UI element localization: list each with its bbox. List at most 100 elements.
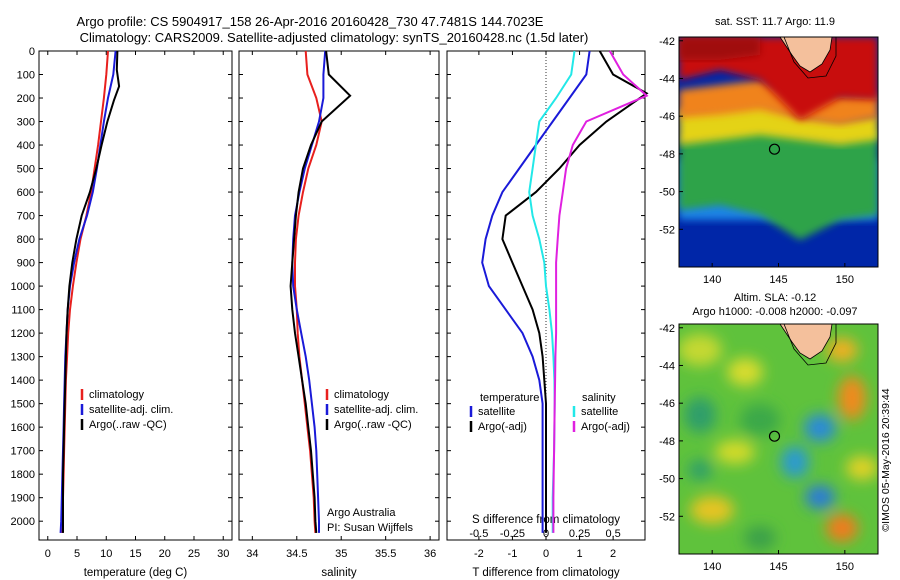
sst-map: sat. SST: 11.7 Argo: 11.9 140 145 150 -42 -4… xyxy=(659,16,879,286)
s-tick-label: 0 xyxy=(543,528,549,540)
map-x-tick-label: 150 xyxy=(836,561,854,573)
header-line-2: Climatology: CARS2009. Satellite-adjuste… xyxy=(80,30,589,45)
depth-tick-label: 400 xyxy=(17,140,35,152)
map-y-tick-label: -48 xyxy=(659,436,675,448)
legend-entry: satellite-adj. clim. xyxy=(89,404,173,416)
sal-series-line xyxy=(289,50,352,533)
depth-tick-label: 1500 xyxy=(11,399,35,411)
depth-tick-label: 1600 xyxy=(11,422,35,434)
sal-panel: 34 34.5 35 35.5 36 salinity climatology satelli… xyxy=(238,50,440,579)
depth-tick-label: 1700 xyxy=(11,446,35,458)
diff-x-tick-label: -2 xyxy=(474,548,484,560)
legend-entry: satellite xyxy=(581,406,618,418)
diff-series-line xyxy=(552,50,649,533)
sal-x-tick-label: 34.5 xyxy=(286,548,307,560)
temp-x-tick-label: 30 xyxy=(217,548,229,560)
header-line-1: Argo profile: CS 5904917_158 26-Apr-2016… xyxy=(77,14,544,29)
map-x-tick-label: 145 xyxy=(769,561,787,573)
temp-series-line xyxy=(62,50,121,533)
depth-tick-label: 1300 xyxy=(11,352,35,364)
depth-tick-label: 800 xyxy=(17,234,35,246)
temp-x-tick-label: 25 xyxy=(188,548,200,560)
legend-entry: satellite xyxy=(478,406,515,418)
sal-x-tick-label: 35.5 xyxy=(375,548,396,560)
map-y-tick-label: -48 xyxy=(659,149,675,161)
sla-map-title: Altim. SLA: -0.12 xyxy=(734,292,817,304)
s-tick-label: 0.25 xyxy=(569,528,590,540)
depth-tick-label: 1800 xyxy=(11,469,35,481)
depth-tick-label: 200 xyxy=(17,93,35,105)
map-x-tick-label: 145 xyxy=(769,274,787,286)
map-y-tick-label: -52 xyxy=(659,224,675,236)
sla-map-argo-marker xyxy=(768,430,781,442)
sal-x-tick-label: 35 xyxy=(335,548,347,560)
map-y-tick-label: -44 xyxy=(659,360,675,372)
map-y-tick-label: -46 xyxy=(659,398,675,410)
temp-x-tick-label: 10 xyxy=(100,548,112,560)
s-tick-label: -0.25 xyxy=(500,528,525,540)
map-x-tick-label: 140 xyxy=(703,274,721,286)
map-x-tick-label: 140 xyxy=(703,561,721,573)
temp-x-axis-label: temperature (deg C) xyxy=(84,567,188,579)
sal-x-tick-label: 36 xyxy=(424,548,436,560)
annotation-text: PI: Susan Wijffels xyxy=(327,522,413,534)
diff-x-axis-label: T difference from climatology xyxy=(472,567,619,579)
s-tick-label: -0.5 xyxy=(469,528,488,540)
sla-map-subtitle: Argo h1000: -0.008 h2000: -0.097 xyxy=(692,306,857,318)
map-y-tick-label: -50 xyxy=(659,474,675,486)
depth-tick-label: 600 xyxy=(17,187,35,199)
depth-tick-label: 500 xyxy=(17,164,35,176)
temp-panel: 0100200300400500600700800900100011001200… xyxy=(11,46,233,579)
sla-map: Altim. SLA: -0.12 Argo h1000: -0.008 h20… xyxy=(659,292,879,573)
legend-entry: Argo(..raw -QC) xyxy=(89,419,167,431)
depth-tick-label: 1400 xyxy=(11,375,35,387)
map-x-tick-label: 150 xyxy=(836,274,854,286)
diff-x-tick-label: -1 xyxy=(508,548,518,560)
diff-x-tick-label: 2 xyxy=(610,548,616,560)
diff-x-tick-label: 0 xyxy=(543,548,549,560)
depth-tick-label: 1200 xyxy=(11,328,35,340)
temp-x-tick-label: 0 xyxy=(45,548,51,560)
sst-map-argo-marker xyxy=(768,143,781,155)
map-y-tick-label: -52 xyxy=(659,511,675,523)
sla-map-axes: 140 145 150 -42 -44 -46 -48 -50 -52 xyxy=(659,323,854,573)
depth-tick-label: 2000 xyxy=(11,516,35,528)
map-y-tick-label: -44 xyxy=(659,73,675,85)
s-tick-label: 0.5 xyxy=(605,528,620,540)
diff-series-line xyxy=(501,50,649,533)
temp-x-tick-label: 20 xyxy=(159,548,171,560)
legend-entry: Argo(-adj) xyxy=(581,421,630,433)
annotation-text: Argo Australia xyxy=(327,507,396,519)
depth-tick-label: 1100 xyxy=(11,305,35,317)
depth-tick-label: 900 xyxy=(17,258,35,270)
depth-tick-label: 0 xyxy=(29,46,35,58)
legend-entry: satellite-adj. clim. xyxy=(334,404,418,416)
legend-entry: climatology xyxy=(89,389,145,401)
temp-x-tick-label: 5 xyxy=(74,548,80,560)
legend-title: salinity xyxy=(582,392,616,404)
legend-entry: Argo(-adj) xyxy=(478,421,527,433)
depth-tick-label: 700 xyxy=(17,211,35,223)
sal-x-axis-label: salinity xyxy=(321,567,356,579)
sal-x-tick-label: 34 xyxy=(246,548,258,560)
sal-plot-frame xyxy=(238,50,440,541)
legend-entry: Argo(..raw -QC) xyxy=(334,419,412,431)
depth-tick-label: 100 xyxy=(17,70,35,82)
diff-series-line xyxy=(481,50,591,533)
sst-map-title: sat. SST: 11.7 Argo: 11.9 xyxy=(715,16,835,28)
legend-entry: climatology xyxy=(334,389,390,401)
temp-x-tick-label: 15 xyxy=(129,548,141,560)
depth-tick-label: 1000 xyxy=(11,281,35,293)
map-y-tick-label: -46 xyxy=(659,111,675,123)
imos-stamp: ©IMOS 05-May-2016 20:39:44 xyxy=(880,388,892,531)
map-y-tick-label: -42 xyxy=(659,36,675,48)
map-y-tick-label: -42 xyxy=(659,323,675,335)
legend-title: temperature xyxy=(480,392,539,404)
depth-tick-label: 300 xyxy=(17,117,35,129)
sst-map-axes: 140 145 150 -42 -44 -46 -48 -50 -52 xyxy=(659,36,854,286)
depth-tick-label: 1900 xyxy=(11,493,35,505)
diff-x-tick-label: 1 xyxy=(576,548,582,560)
